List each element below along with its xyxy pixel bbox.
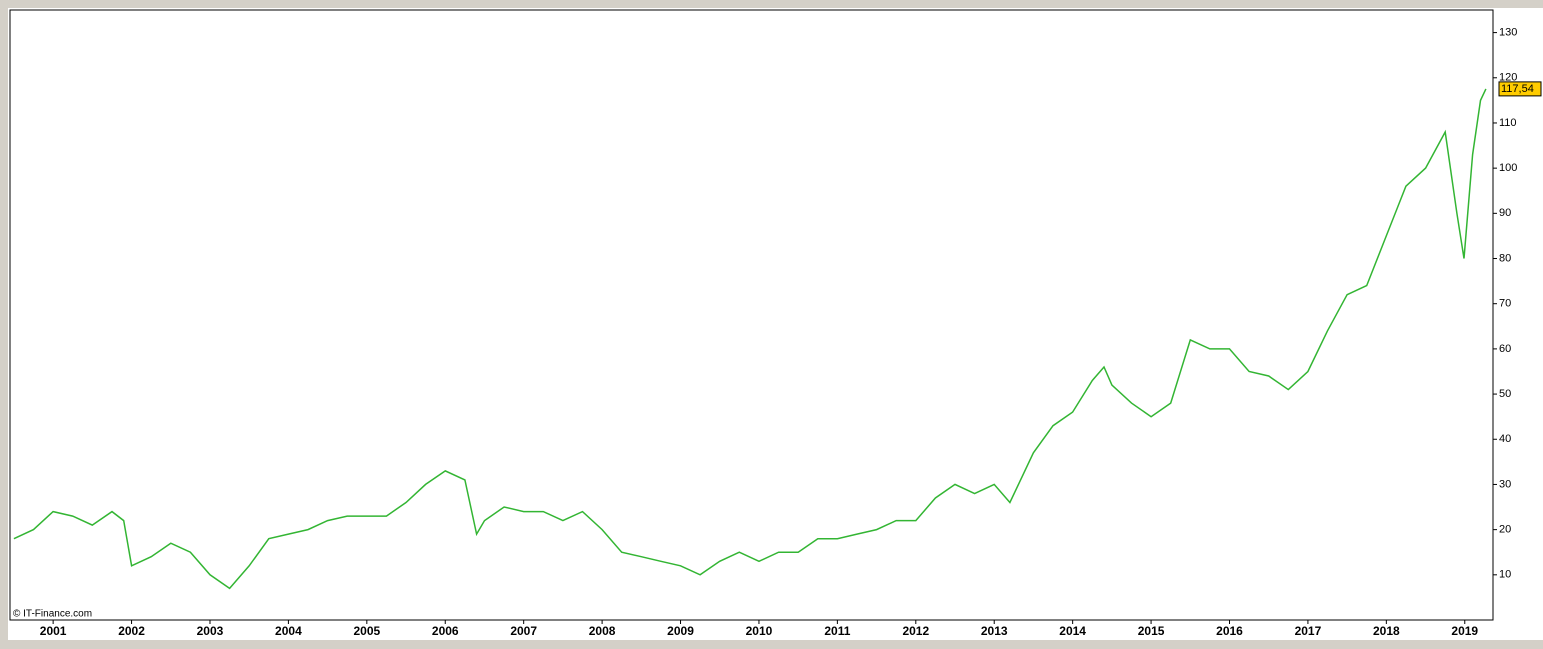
x-tick-label: 2016 [1216, 624, 1243, 638]
x-tick-label: 2001 [40, 624, 67, 638]
x-tick-label: 2002 [118, 624, 145, 638]
x-tick-label: 2008 [589, 624, 616, 638]
x-tick-label: 2013 [981, 624, 1008, 638]
x-tick-label: 2011 [824, 624, 850, 638]
y-tick-label: 110 [1499, 117, 1517, 129]
x-tick-label: 2014 [1059, 624, 1086, 638]
y-tick-label: 90 [1499, 207, 1511, 219]
y-tick-label: 10 [1499, 569, 1511, 581]
x-tick-label: 2018 [1373, 624, 1400, 638]
x-tick-label: 2009 [667, 624, 694, 638]
y-tick-label: 120 [1499, 72, 1517, 84]
price-line [13, 88, 1487, 590]
x-tick-label: 2005 [353, 624, 380, 638]
x-tick-label: 2003 [197, 624, 224, 638]
status-bar [0, 640, 1543, 649]
y-tick-label: 60 [1499, 343, 1511, 355]
y-tick-label: 20 [1499, 524, 1511, 536]
x-tick-label: 2012 [902, 624, 929, 638]
y-tick-label: 40 [1499, 433, 1511, 445]
x-tick-label: 2017 [1295, 624, 1322, 638]
y-tick-label: 80 [1499, 252, 1511, 264]
y-tick-label: 100 [1499, 162, 1517, 174]
y-tick-label: 70 [1499, 298, 1511, 310]
plot-area [9, 9, 1494, 621]
y-tick-label: 130 [1499, 26, 1517, 38]
last-price-label: 117,54 [1501, 83, 1534, 95]
x-tick-label: 2010 [746, 624, 773, 638]
y-tick-label: 30 [1499, 478, 1511, 490]
x-tick-label: 2007 [510, 624, 537, 638]
x-tick-label: 2004 [275, 624, 302, 638]
x-tick-label: 2006 [432, 624, 459, 638]
x-tick-label: 2015 [1138, 624, 1165, 638]
watermark: © IT-Finance.com [13, 609, 92, 620]
last-price-box [1498, 81, 1542, 97]
y-tick-label: 50 [1499, 388, 1511, 400]
x-tick-label: 2019 [1451, 624, 1478, 638]
